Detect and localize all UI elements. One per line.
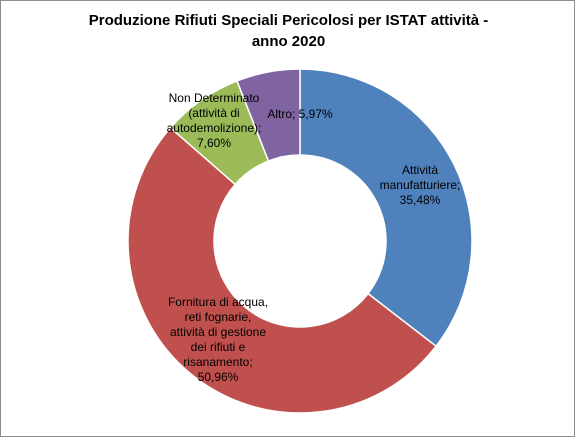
data-label-line: Altro; 5,97% [267,107,333,121]
data-label-line: 35,48% [400,193,441,207]
data-label-line: 7,60% [197,136,231,150]
slice-fornitura-acqua-rifiuti-label: Fornitura di acqua, reti fognarie, attivit… [168,295,268,384]
data-labels: Attività manufatturiere; 35,48% Fornitura d… [167,91,461,384]
slice-non-determinato-label: Non Determinato (attività di autodemolizio… [167,91,262,150]
data-label-line: Attività [402,163,438,177]
doughnut-slices [127,68,473,414]
data-label-line: attività di gestione [170,325,266,339]
data-label-line: reti fognarie, [185,310,252,324]
data-label-line: (attività di [188,106,239,120]
chart-title-line-2: anno 2020 [251,33,326,50]
data-label-line: manufatturiere; [380,178,461,192]
data-label-line: 50,96% [198,370,239,384]
chart-title: Produzione Rifiuti Speciali Pericolosi p… [61,10,516,52]
data-label-line: dei rifiuti e [191,340,246,354]
data-label-line: Non Determinato [169,91,260,105]
chart-title-line-1: Produzione Rifiuti Speciali Pericolosi p… [88,12,489,29]
data-label-line: autodemolizione); [167,121,262,135]
slice-fornitura-acqua-rifiuti [127,126,438,414]
slice-altro [236,68,301,162]
slice-altro-label: Altro; 5,97% [267,107,333,121]
slice-manufatturiere [299,68,473,348]
data-label-line: risanamento; [183,355,252,369]
slice-manufatturiere-label: Attività manufatturiere; 35,48% [380,163,461,207]
data-label-line: Fornitura di acqua, [168,295,268,309]
